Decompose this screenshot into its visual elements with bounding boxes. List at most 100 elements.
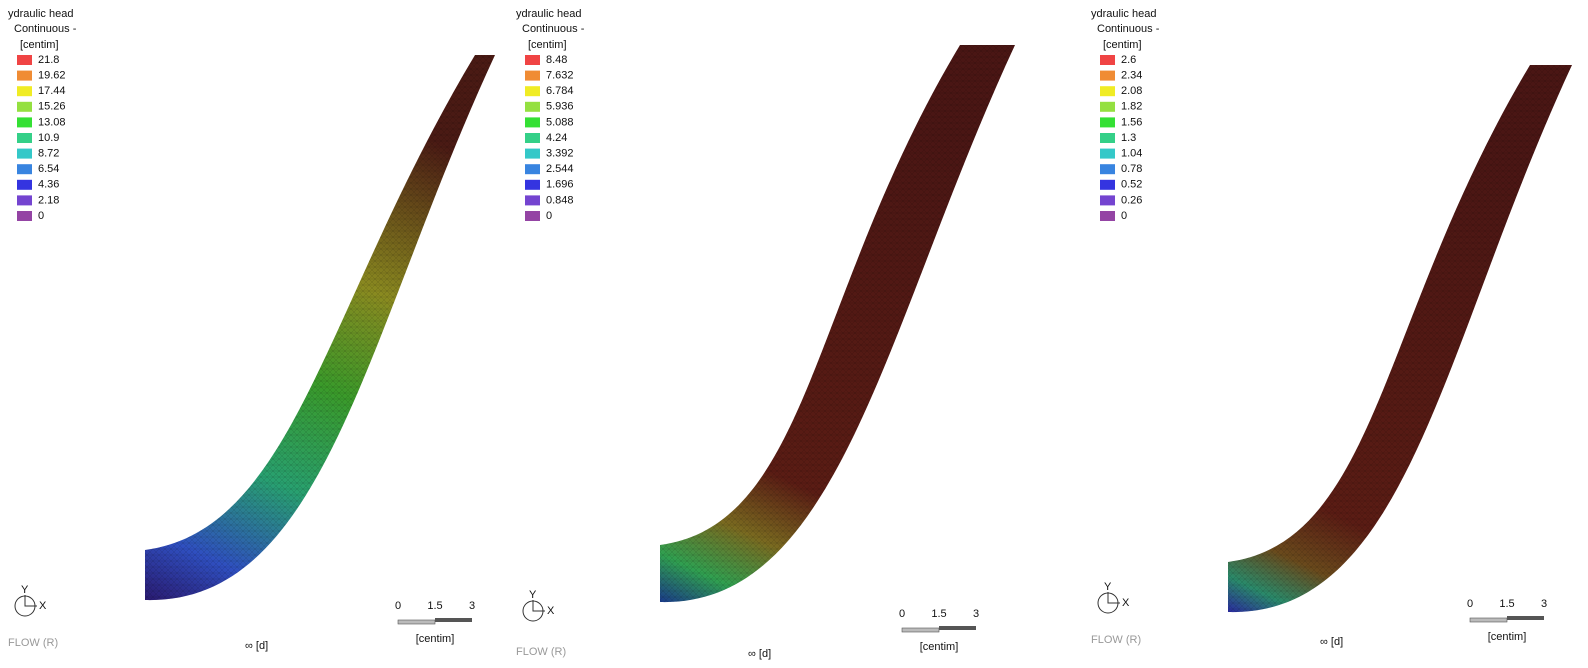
axis-icon-lines — [1107, 592, 1120, 604]
legend-title: ydraulic head — [516, 8, 581, 20]
legend-label: 1.56 — [1121, 116, 1142, 128]
legend-swatch — [1100, 55, 1115, 65]
axis-y-label: Y — [21, 584, 29, 596]
legend-swatch — [17, 101, 32, 112]
legend-unit: [centim] — [528, 39, 567, 51]
scale-tick: 0 — [899, 608, 905, 620]
legend-label: 8.72 — [38, 148, 59, 160]
legend-swatch — [1100, 179, 1115, 190]
mesh — [145, 55, 495, 601]
axis-icon-lines — [24, 595, 37, 607]
legend-label: 4.36 — [38, 179, 59, 191]
mesh — [660, 45, 1015, 603]
legend-unit: [centim] — [20, 39, 59, 51]
legend-swatch — [1100, 164, 1115, 175]
legend-swatch — [525, 101, 540, 112]
scale-unit: [centim] — [920, 641, 959, 653]
legend-label: 0.26 — [1121, 194, 1142, 206]
legend-subtitle: Continuous - — [522, 23, 585, 35]
legend-swatch — [17, 117, 32, 128]
legend-label: 2.544 — [546, 163, 574, 175]
legend-swatch — [1100, 101, 1115, 112]
legend-label: 5.088 — [546, 116, 574, 128]
watermark: FLOW (R) — [8, 637, 58, 649]
legend-swatch — [525, 164, 540, 175]
legend-swatch — [17, 86, 32, 97]
legend-label: 0.848 — [546, 194, 574, 206]
legend-swatch — [525, 117, 540, 128]
legend-label: 3.392 — [546, 148, 574, 160]
legend-label: 0 — [1121, 210, 1127, 222]
legend-swatch — [525, 70, 540, 81]
scale-unit: [centim] — [1488, 631, 1527, 643]
legend-swatch — [1100, 195, 1115, 206]
axis-x-label: X — [547, 605, 555, 617]
legend-swatch — [525, 55, 540, 65]
axis-y-label: Y — [1104, 581, 1112, 593]
legend-swatch — [525, 148, 540, 159]
scale-tick: 3 — [1541, 598, 1547, 610]
legend-swatch — [1100, 70, 1115, 81]
scale-tick: 3 — [469, 600, 475, 612]
scale-tick: 0 — [1467, 598, 1473, 610]
scale-tick: 1.5 — [427, 600, 442, 612]
legend-swatch — [1100, 117, 1115, 128]
scale-bar — [435, 618, 472, 622]
legend-label: 1.696 — [546, 179, 574, 191]
legend-swatch — [525, 86, 540, 97]
watermark: FLOW (R) — [1091, 634, 1141, 646]
legend-label: 15.26 — [38, 101, 66, 113]
legend-swatch — [17, 133, 32, 143]
scale-tick: 1.5 — [1499, 598, 1514, 610]
axis-x-label: X — [1122, 597, 1130, 609]
scale-unit: [centim] — [416, 633, 455, 645]
legend-swatch — [17, 55, 32, 65]
legend-label: 2.18 — [38, 194, 59, 206]
legend-swatch — [17, 211, 32, 221]
legend-label: 5.936 — [546, 101, 574, 113]
legend-label: 7.632 — [546, 70, 574, 82]
legend-label: 19.62 — [38, 70, 66, 82]
scale-bar — [901, 627, 940, 633]
watermark: FLOW (R) — [516, 646, 566, 658]
legend-label: 21.8 — [38, 54, 59, 66]
legend-label: 1.04 — [1121, 148, 1142, 160]
legend-swatch — [17, 195, 32, 206]
axis-icon-lines — [532, 600, 545, 612]
legend-label: 13.08 — [38, 116, 66, 128]
scale-tick: 1.5 — [931, 608, 946, 620]
legend-label: 4.24 — [546, 132, 567, 144]
legend-unit: [centim] — [1103, 39, 1142, 51]
legend-swatch — [1100, 86, 1115, 97]
scale-bar — [397, 619, 436, 625]
legend-swatch — [525, 133, 540, 143]
legend-label: 1.82 — [1121, 101, 1142, 113]
legend-label: 8.48 — [546, 54, 567, 66]
scale-tick: 3 — [973, 608, 979, 620]
mesh — [1228, 65, 1572, 613]
legend-label: 6.784 — [546, 85, 574, 97]
legend-swatch — [1100, 133, 1115, 143]
legend-swatch — [525, 211, 540, 221]
axis-y-label: Y — [529, 589, 537, 601]
legend-label: 2.08 — [1121, 85, 1142, 97]
scale-tick: 0 — [395, 600, 401, 612]
legend-label: 2.34 — [1121, 70, 1142, 82]
legend-label: 6.54 — [38, 163, 59, 175]
time-label: ∞ [d] — [748, 648, 771, 660]
legend-subtitle: Continuous - — [1097, 23, 1160, 35]
legend-label: 10.9 — [38, 132, 59, 144]
legend-label: 0.78 — [1121, 163, 1142, 175]
legend-swatch — [1100, 211, 1115, 221]
time-label: ∞ [d] — [245, 640, 268, 652]
legend-label: 0 — [546, 210, 552, 222]
legend-swatch — [525, 179, 540, 190]
scale-bar — [1469, 617, 1508, 623]
legend-title: ydraulic head — [8, 8, 73, 20]
legend-subtitle: Continuous - — [14, 23, 77, 35]
legend-swatch — [17, 164, 32, 175]
time-label: ∞ [d] — [1320, 636, 1343, 648]
legend-swatch — [17, 179, 32, 190]
legend-label: 0 — [38, 210, 44, 222]
